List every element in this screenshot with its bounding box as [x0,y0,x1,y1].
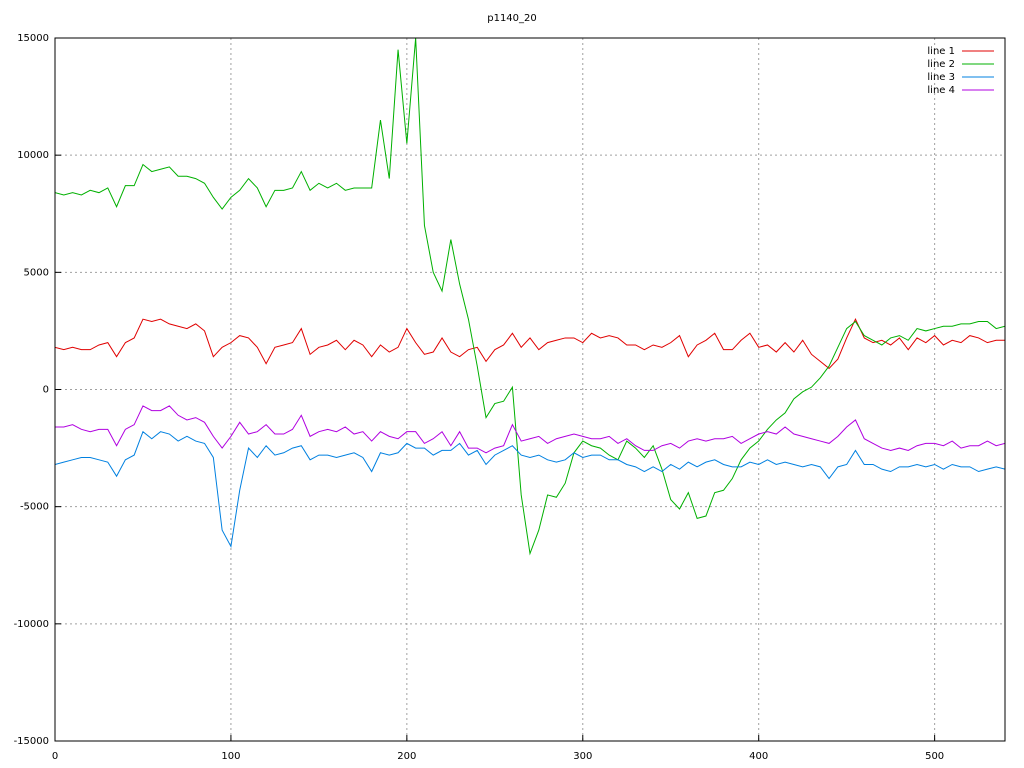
grid [54,37,1005,742]
y-tick-label: 0 [43,385,49,396]
y-tick-label: 10000 [17,150,49,161]
series-line [55,318,1005,370]
x-tick-label: 200 [397,751,416,762]
x-tick-label: 0 [52,751,58,762]
series-line [55,430,1005,549]
x-tick-label: 300 [573,751,592,762]
plot-lines [55,38,1005,556]
y-tick-label: 5000 [24,267,49,278]
x-tick-label: 400 [749,751,768,762]
y-tick-label: 15000 [17,33,49,44]
legend-label: line 3 [927,72,955,83]
x-tick-label: 500 [925,751,944,762]
series-line [55,38,1005,556]
legend-label: line 1 [927,46,955,57]
chart-title: p1140_20 [487,13,537,24]
legend-label: line 4 [927,85,955,96]
y-tick-label: -5000 [20,502,49,513]
x-tick-label: 100 [221,751,240,762]
legend-label: line 2 [927,59,955,70]
labels: -15000 -10000 -5000 0 5000 10000 15000 0 100 200 3… [14,33,994,762]
series-line [55,405,1005,454]
y-tick-label: -15000 [14,736,49,747]
y-tick-label: -10000 [14,619,49,630]
